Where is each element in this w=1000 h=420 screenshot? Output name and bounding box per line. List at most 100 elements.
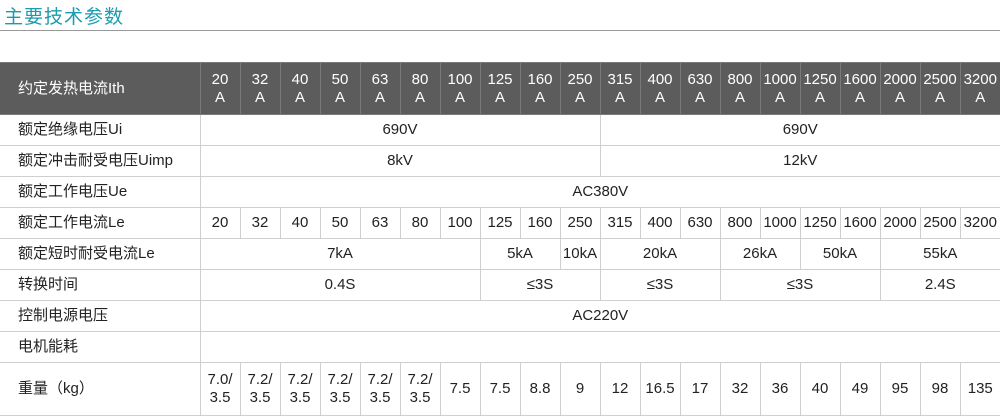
header-label: 约定发热电流Ith [0, 62, 201, 115]
header-cell: 32 A [239, 62, 281, 115]
row-label: 电机能耗 [0, 331, 201, 363]
header-cell: 80 A [399, 62, 441, 115]
cell: 20kA [599, 238, 721, 270]
cell: 17 [679, 362, 721, 416]
row: 额定工作电流Le 20 32 40 50 63 80 100 125 160 250 315 400 63… [0, 207, 1000, 239]
row-label: 额定绝缘电压Ui [0, 114, 201, 146]
header-cell: 100 A [439, 62, 481, 115]
cell: 12 [599, 362, 641, 416]
cell: 8kV [199, 145, 601, 177]
cell: 95 [879, 362, 921, 416]
cell-line: A [374, 88, 385, 106]
row-label: 额定冲击耐受电压Uimp [0, 145, 201, 177]
cell-line: A [614, 88, 625, 106]
cell: 800 [719, 207, 761, 239]
cell: 32 [239, 207, 281, 239]
cell: 1250 [799, 207, 841, 239]
cell: 16.5 [639, 362, 681, 416]
cell-line: 32 [251, 70, 269, 88]
row-label: 额定工作电压Ue [0, 176, 201, 208]
cell: 9 [559, 362, 601, 416]
cell-line: 3.5 [289, 389, 311, 406]
cell: 100 [439, 207, 481, 239]
cell: 315 [599, 207, 641, 239]
cell-line: 20 [211, 70, 229, 88]
header-cell: 630 A [679, 62, 721, 115]
header-cell: 2500 A [919, 62, 961, 115]
cell-line: A [534, 88, 545, 106]
cell: 7kA [199, 238, 481, 270]
row: 额定工作电压Ue AC380V [0, 176, 1000, 208]
cell: AC220V [199, 300, 1000, 332]
row-label: 转换时间 [0, 269, 201, 301]
cell-line: A [414, 88, 425, 106]
cell-line: A [734, 88, 745, 106]
cell-line: 40 [291, 70, 309, 88]
header-cell: 50 A [319, 62, 361, 115]
cell: 7.2/3.5 [359, 362, 401, 416]
cell-line: 50 [331, 70, 349, 88]
cell-line: A [774, 88, 785, 106]
cell-line: 2000 [883, 70, 917, 88]
row: 重量（kg） 7.0/3.5 7.2/3.5 7.2/3.5 7.2/3.5 7.2/3.… [0, 362, 1000, 416]
cell: 20 [199, 207, 241, 239]
cell-line: 100 [447, 70, 473, 88]
header-row: 约定发热电流Ith 20 A 32 A 40 A 50 A 63 A 80 A 100 A 125 A 160 A 2… [0, 62, 1000, 115]
divider [0, 30, 1000, 31]
cell-line: 7.2/ [407, 371, 433, 388]
cell: 7.5 [439, 362, 481, 416]
cell-line: 7.2/ [287, 371, 313, 388]
cell: 400 [639, 207, 681, 239]
cell: 690V [199, 114, 601, 146]
cell: 55kA [879, 238, 1000, 270]
cell-line: A [214, 88, 225, 106]
cell: 1000 [759, 207, 801, 239]
cell: 36 [759, 362, 801, 416]
cell-line: A [574, 88, 585, 106]
cell: 32 [719, 362, 761, 416]
cell-line: A [934, 88, 945, 106]
cell: 8.8 [519, 362, 561, 416]
cell-line: 7.2/ [327, 371, 353, 388]
cell-line: 125 [487, 70, 513, 88]
page-title: 主要技术参数 [4, 7, 125, 28]
cell-line: 7.2/ [367, 371, 393, 388]
header-cell: 40 A [279, 62, 321, 115]
cell-line: 800 [727, 70, 753, 88]
spec-table: 约定发热电流Ith 20 A 32 A 40 A 50 A 63 A 80 A 100 A 125 A 160 A 2… [0, 62, 1000, 416]
header-cell: 160 A [519, 62, 561, 115]
cell: 630 [679, 207, 721, 239]
header-cell: 1600 A [839, 62, 881, 115]
cell: 7.2/3.5 [319, 362, 361, 416]
cell-line: 3.5 [369, 389, 391, 406]
row-label: 重量（kg） [0, 362, 201, 416]
cell: ≤3S [599, 269, 721, 301]
cell-line: 400 [647, 70, 673, 88]
header-cell: 1250 A [799, 62, 841, 115]
header-cell: 1000 A [759, 62, 801, 115]
cell: 80 [399, 207, 441, 239]
cell-line: 3.5 [249, 389, 271, 406]
cell-line: A [454, 88, 465, 106]
row: 转换时间 0.4S ≤3S ≤3S ≤3S 2.4S [0, 269, 1000, 301]
cell: 12kV [599, 145, 1000, 177]
cell: 40 [799, 362, 841, 416]
cell-line: A [894, 88, 905, 106]
cell-line: 1000 [763, 70, 797, 88]
cell-line: 3.5 [409, 389, 431, 406]
header-cell: 315 A [599, 62, 641, 115]
cell-line: 7.2/ [247, 371, 273, 388]
header-cell: 3200 A [959, 62, 1000, 115]
cell: 7.5 [479, 362, 521, 416]
cell-line: A [694, 88, 705, 106]
row: 额定绝缘电压Ui 690V 690V [0, 114, 1000, 146]
cell: 50 [319, 207, 361, 239]
header-cell: 400 A [639, 62, 681, 115]
cell-line: 80 [411, 70, 429, 88]
cell-line: 1250 [803, 70, 837, 88]
cell-line: A [654, 88, 665, 106]
cell: 160 [519, 207, 561, 239]
cell: 40 [279, 207, 321, 239]
cell: AC380V [199, 176, 1000, 208]
